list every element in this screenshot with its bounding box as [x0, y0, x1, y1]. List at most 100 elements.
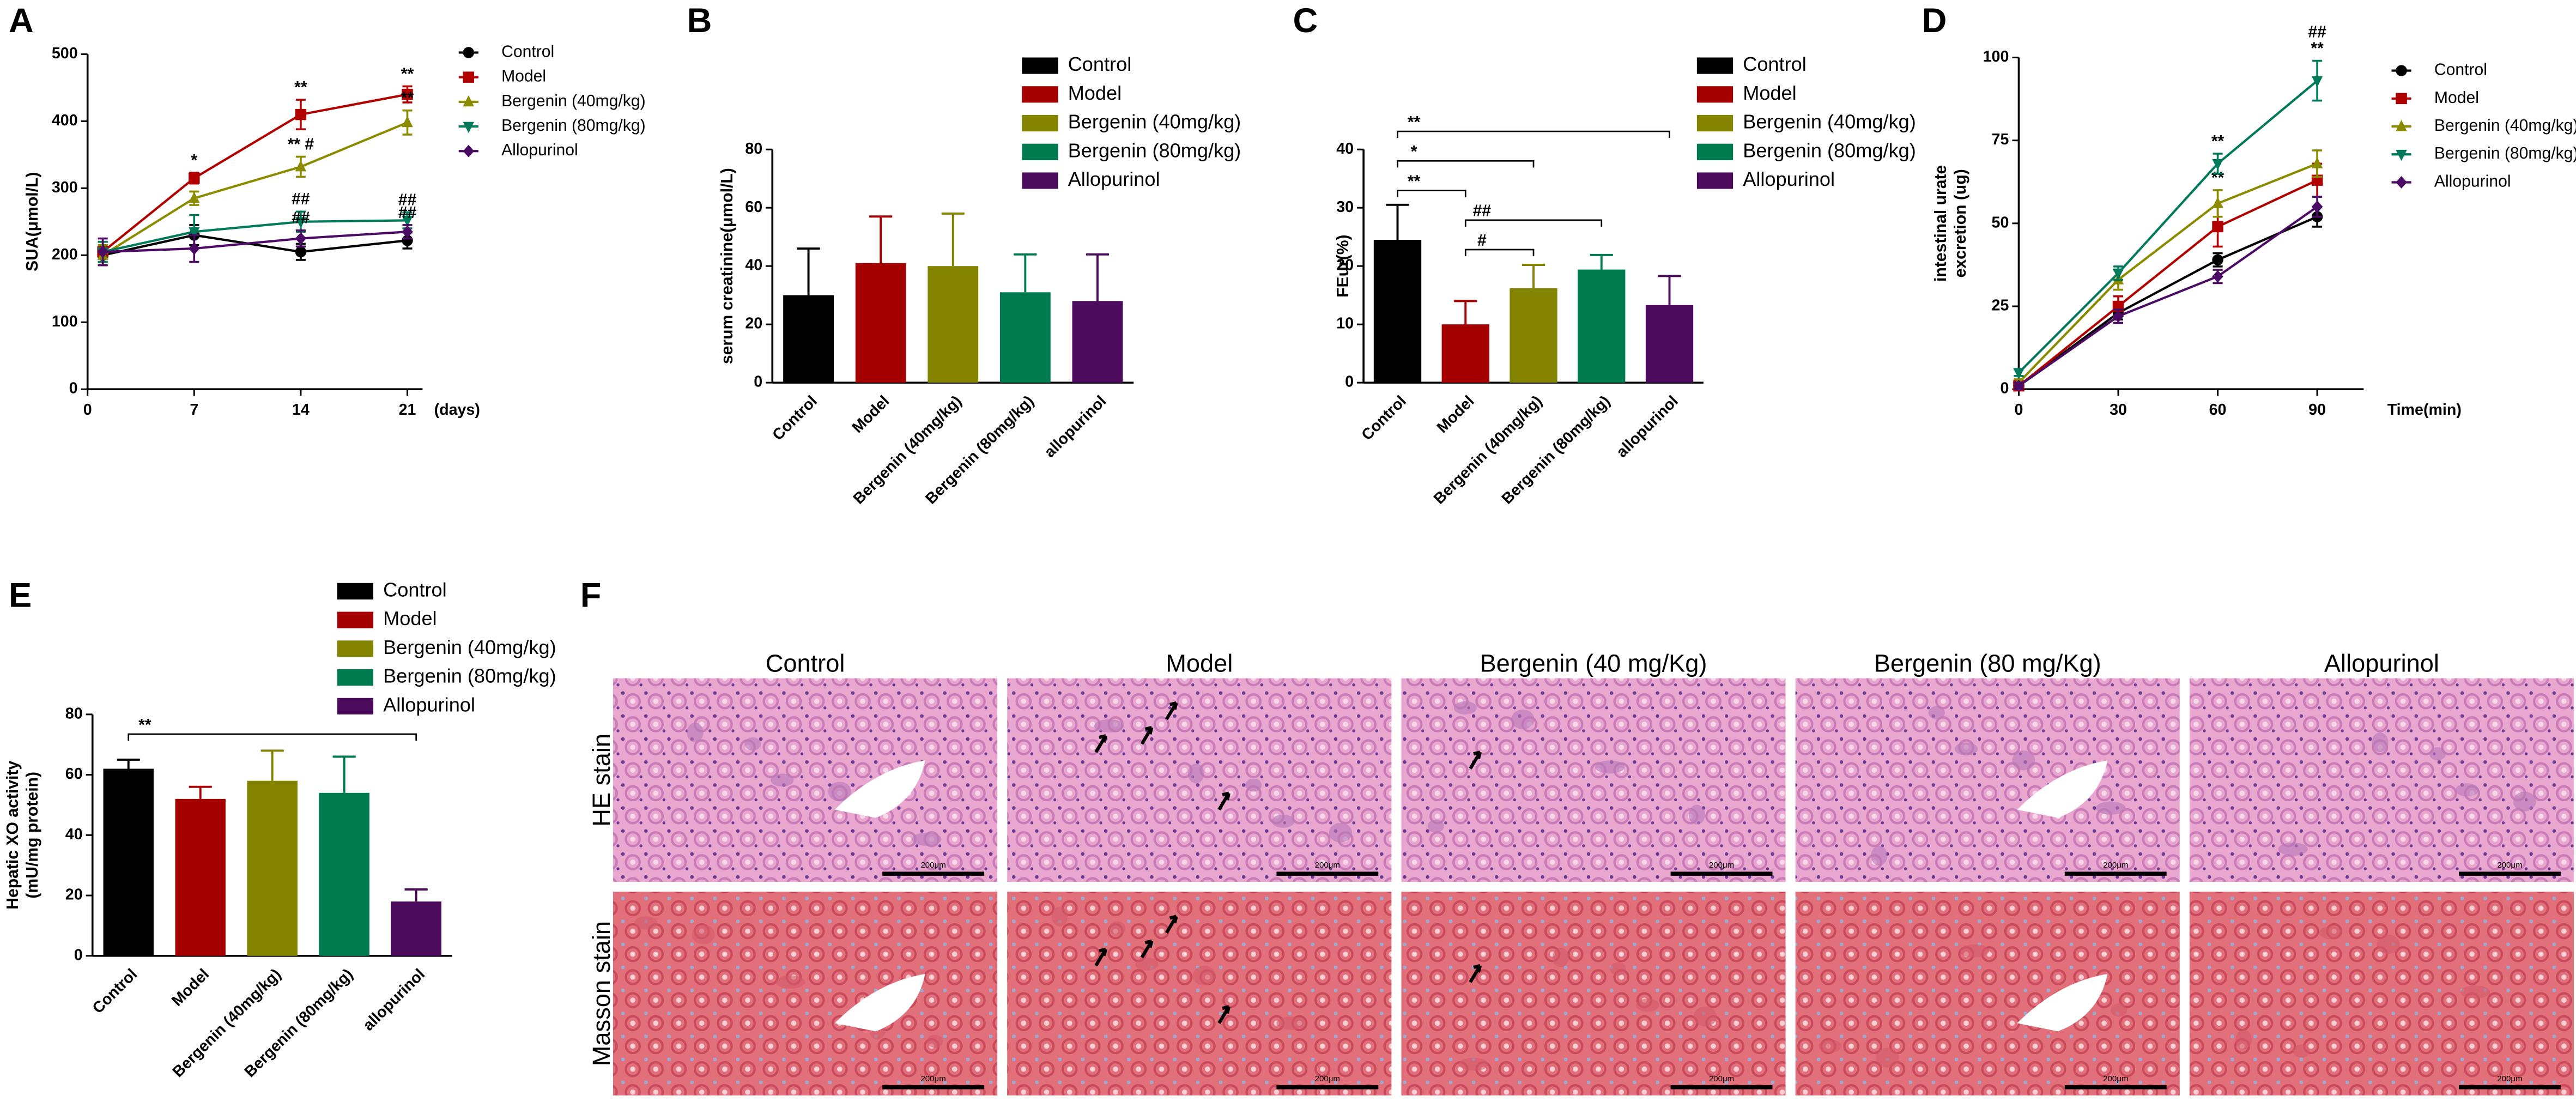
- y-tick-label: 300: [52, 179, 78, 196]
- arrow: [1094, 734, 1107, 753]
- marker: [2112, 310, 2124, 323]
- tissue-feature: [771, 773, 794, 787]
- series-line: [2017, 162, 2318, 384]
- legend-label: Control: [2434, 61, 2487, 79]
- legend-swatch: [337, 611, 374, 628]
- x-tick-label: allopurinol: [1613, 392, 1682, 461]
- tissue-feature: [2460, 985, 2490, 999]
- legend-swatch: [337, 640, 374, 657]
- scale-bar-label: 200μm: [920, 1074, 945, 1083]
- comparison-label: **: [1408, 172, 1421, 190]
- marker: [189, 242, 200, 255]
- bar: [783, 295, 834, 383]
- bar: [855, 263, 906, 383]
- tissue-feature: [775, 975, 805, 989]
- marker: [2013, 368, 2025, 379]
- x-tick-label: Control: [769, 392, 821, 444]
- legend-label: Bergenin (80mg/kg): [1743, 139, 1916, 161]
- comparison-bracket: [128, 733, 417, 741]
- panel-label: C: [1293, 2, 1318, 40]
- panel-label: B: [687, 2, 712, 40]
- bar: [103, 768, 154, 956]
- legend-label: Bergenin (40mg/kg): [383, 636, 556, 658]
- legend-label: Model: [1743, 82, 1796, 104]
- tissue-feature: [1192, 965, 1216, 986]
- marker: [295, 108, 307, 120]
- marker: [2311, 157, 2323, 168]
- tissue-feature: [1552, 947, 1569, 967]
- arrow: [1094, 947, 1107, 967]
- marker: [2311, 200, 2323, 213]
- micrograph: [1795, 678, 2180, 882]
- column-title: Bergenin (80 mg/Kg): [1874, 649, 2101, 677]
- significance-label: ##: [2308, 23, 2326, 41]
- tissue-feature: [2456, 783, 2479, 797]
- legend-swatch: [1696, 114, 1734, 132]
- y-tick-label: 20: [745, 315, 762, 332]
- scale-bar-label: 200μm: [1709, 1074, 1734, 1083]
- x-tick-label: allopurinol: [360, 966, 428, 1034]
- arrow: [1140, 726, 1154, 745]
- tissue-feature: [1271, 814, 1295, 828]
- marker: [2212, 221, 2223, 233]
- comparison-bracket: [1397, 190, 1466, 197]
- x-tick-label: 7: [190, 401, 198, 419]
- arrow: [1217, 1005, 1231, 1024]
- micrograph: [613, 678, 998, 882]
- micrograph: [2189, 678, 2574, 882]
- y-tick-label: 200: [52, 246, 78, 263]
- tissue-feature: [1329, 822, 1353, 843]
- y-tick-label: 40: [1336, 140, 1354, 158]
- legend-label: Bergenin (40mg/kg): [501, 92, 646, 110]
- tissue-feature: [1636, 998, 1659, 1012]
- marker: [189, 227, 200, 239]
- y-tick-label: 60: [65, 765, 83, 783]
- marker: [2212, 159, 2223, 171]
- y-tick-label: 0: [754, 373, 762, 391]
- lumen: [834, 973, 925, 1032]
- y-axis-label: SUA(μmol/L): [23, 172, 41, 271]
- bar: [1441, 324, 1489, 383]
- y-axis-label: Hepatic XO activity: [4, 761, 22, 910]
- significance-label: ##: [292, 190, 310, 208]
- lumen: [2017, 973, 2108, 1032]
- tissue-feature: [1245, 778, 1262, 792]
- x-tick-label: 90: [2308, 401, 2326, 419]
- legend-swatch: [1022, 86, 1058, 103]
- micrograph: [613, 892, 998, 1095]
- tissue-feature: [2319, 926, 2343, 940]
- comparison-label: *: [1411, 143, 1417, 161]
- scale-bar-label: 200μm: [2497, 861, 2522, 870]
- arrow: [1469, 750, 1482, 770]
- comparison-label: **: [1408, 113, 1421, 131]
- scale-bar-label: 200μm: [2497, 1074, 2522, 1083]
- bar: [319, 792, 369, 956]
- marker: [2396, 93, 2407, 105]
- comparison-bracket: [1397, 160, 1535, 168]
- legend-label: Bergenin (40mg/kg): [1743, 111, 1916, 133]
- scale-bar-label: 200μm: [2103, 861, 2128, 870]
- legend-label: Bergenin (80mg/kg): [1068, 139, 1241, 161]
- legend-label: Bergenin (80mg/kg): [2434, 144, 2576, 162]
- bar: [1578, 269, 1626, 383]
- tissue-feature: [1094, 719, 1124, 732]
- x-tick-label: Control: [1358, 392, 1410, 444]
- marker: [463, 47, 475, 58]
- marker: [2112, 268, 2124, 280]
- significance-label: ##: [398, 204, 417, 222]
- series-line: [2018, 205, 2318, 387]
- legend-swatch: [1696, 172, 1734, 189]
- x-tick-label: Model: [848, 392, 893, 437]
- y-tick-label: 0: [69, 380, 78, 397]
- legend-label: Control: [1068, 53, 1132, 75]
- marker: [2396, 176, 2407, 189]
- tissue-feature: [926, 1034, 943, 1048]
- series-line: [2018, 179, 2318, 387]
- tissue-feature: [1276, 1016, 1306, 1030]
- legend-label: Allopurinol: [1743, 168, 1835, 190]
- y-tick-label: 40: [745, 257, 762, 274]
- marker: [295, 246, 307, 258]
- tissue-feature: [1427, 819, 1444, 833]
